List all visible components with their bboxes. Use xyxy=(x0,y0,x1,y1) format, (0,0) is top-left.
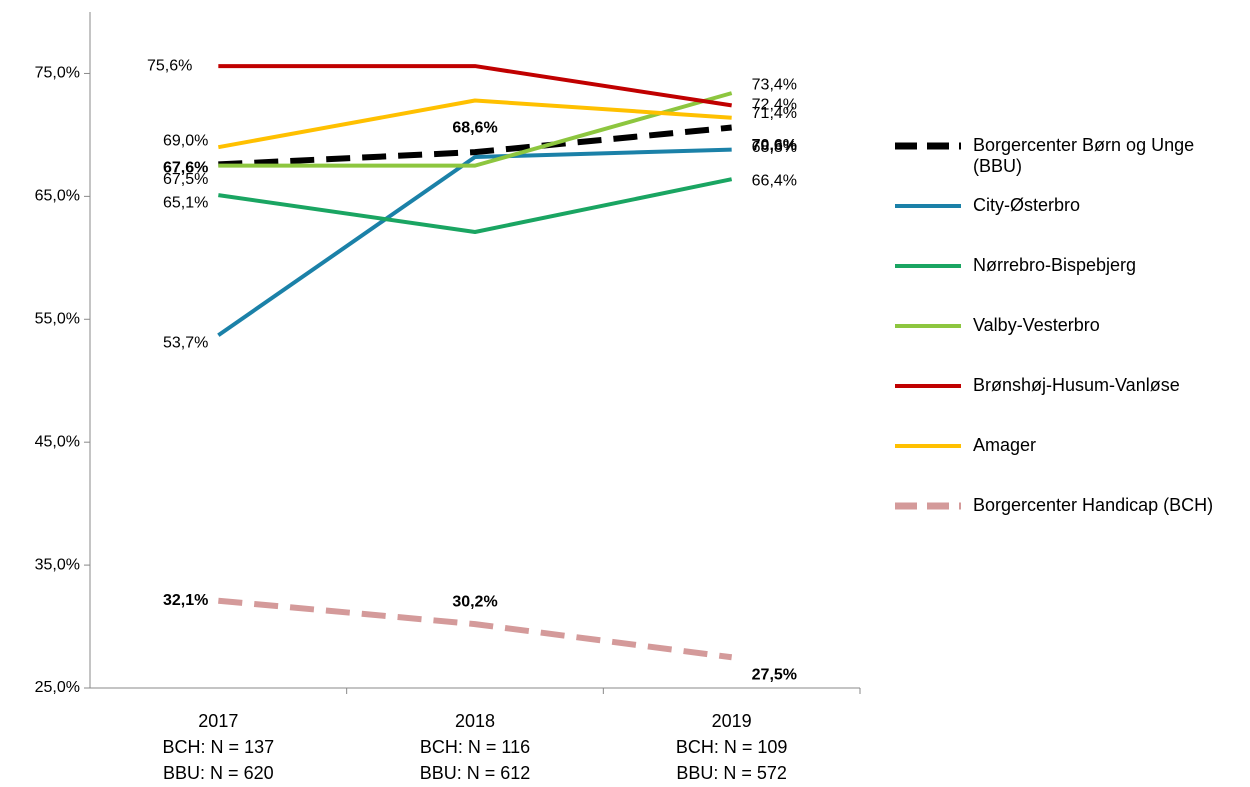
data-label: 27,5% xyxy=(752,666,797,683)
x-tick-label: 2017 xyxy=(198,711,238,731)
data-label: 67,6% xyxy=(163,160,208,177)
legend-label: Brønshøj-Husum-Vanløse xyxy=(973,375,1180,395)
legend-item: City-Østerbro xyxy=(895,195,1245,255)
y-tick-label: 75,0% xyxy=(35,65,80,82)
data-label: 68,6% xyxy=(452,119,497,136)
x-tick-label: BBU: N = 572 xyxy=(676,763,787,783)
x-tick-label: BCH: N = 116 xyxy=(420,737,530,757)
legend-swatch xyxy=(895,264,961,268)
legend-item: Amager xyxy=(895,435,1245,495)
legend-swatch xyxy=(895,444,961,448)
data-label: 66,4% xyxy=(752,172,797,189)
line xyxy=(218,124,732,168)
data-label: 72,4% xyxy=(752,97,797,114)
legend-swatch xyxy=(895,142,961,150)
legend: Borgercenter Børn og Unge (BBU) City-Øste… xyxy=(895,135,1245,555)
line xyxy=(218,64,732,108)
legend-item: Borgercenter Børn og Unge (BBU) xyxy=(895,135,1245,195)
data-label: 53,7% xyxy=(163,334,208,351)
line xyxy=(217,147,732,337)
legend-item: Borgercenter Handicap (BCH) xyxy=(895,495,1245,555)
y-tick-label: 45,0% xyxy=(35,433,80,450)
legend-swatch xyxy=(895,384,961,388)
legend-label: Nørrebro-Bispebjerg xyxy=(973,255,1137,275)
x-tick-label: BBU: N = 612 xyxy=(420,763,531,783)
data-label: 30,2% xyxy=(452,593,497,610)
legend-label: Borgercenter Handicap (BCH) xyxy=(973,495,1214,515)
legend-swatch xyxy=(895,502,961,510)
data-label: 65,1% xyxy=(163,194,208,211)
data-label: 69,0% xyxy=(163,132,208,149)
data-label: 32,1% xyxy=(163,592,208,609)
data-label: 75,6% xyxy=(147,57,192,74)
data-label: 67,5% xyxy=(163,171,208,188)
data-label: 71,4% xyxy=(752,105,797,122)
x-tick-label: BCH: N = 109 xyxy=(676,737,788,757)
legend-swatch xyxy=(895,204,961,208)
x-tick-label: BCH: N = 137 xyxy=(163,737,275,757)
legend-label: Borgercenter Børn og Unge (BBU) xyxy=(973,135,1195,176)
y-tick-label: 55,0% xyxy=(35,310,80,327)
legend-swatch xyxy=(895,324,961,328)
line xyxy=(218,91,733,168)
x-tick-label: 2018 xyxy=(455,711,495,731)
x-tick-label: 2019 xyxy=(712,711,752,731)
data-label: 70,6% xyxy=(752,137,797,154)
data-label: 73,4% xyxy=(752,76,797,93)
legend-label: Amager xyxy=(973,435,1037,455)
legend-label: Valby-Vesterbro xyxy=(973,315,1100,335)
line xyxy=(217,98,732,150)
y-tick-label: 35,0% xyxy=(35,556,80,573)
line xyxy=(218,177,733,235)
legend-item: Valby-Vesterbro xyxy=(895,315,1245,375)
data-label: 68,8% xyxy=(752,139,797,156)
line xyxy=(218,597,733,661)
y-tick-label: 25,0% xyxy=(35,679,80,696)
y-tick-label: 65,0% xyxy=(35,188,80,205)
legend-label: City-Østerbro xyxy=(973,195,1081,215)
legend-item: Nørrebro-Bispebjerg xyxy=(895,255,1245,315)
legend-item: Brønshøj-Husum-Vanløse xyxy=(895,375,1245,435)
x-tick-label: BBU: N = 620 xyxy=(163,763,274,783)
